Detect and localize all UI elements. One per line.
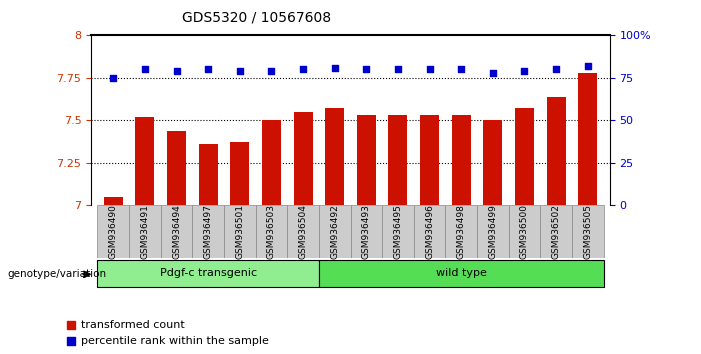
Text: GSM936497: GSM936497 (204, 204, 212, 259)
Text: GSM936492: GSM936492 (330, 205, 339, 259)
Point (582, 63, 593, 69)
Text: GSM936490: GSM936490 (109, 204, 118, 259)
Text: GSM936503: GSM936503 (267, 204, 276, 259)
Bar (287, 205, 319, 258)
Bar (262, 120, 281, 205)
Point (297, 67, 308, 72)
Bar (294, 112, 313, 205)
Bar (451, 115, 470, 205)
Text: GSM936500: GSM936500 (520, 204, 529, 259)
Bar (388, 115, 407, 205)
Bar (547, 97, 566, 205)
Text: GSM936501: GSM936501 (236, 204, 244, 259)
Text: GSM936504: GSM936504 (299, 204, 308, 259)
Legend: transformed count, percentile rank within the sample: transformed count, percentile rank withi… (62, 315, 273, 350)
Text: GSM936499: GSM936499 (489, 204, 497, 259)
Bar (515, 108, 534, 205)
Text: GDS5320 / 10567608: GDS5320 / 10567608 (182, 11, 332, 25)
Point (456, 67, 467, 72)
Text: GSM936494: GSM936494 (172, 205, 181, 259)
Text: GSM936505: GSM936505 (583, 204, 592, 259)
Bar (129, 205, 161, 258)
Text: GSM936502: GSM936502 (552, 204, 561, 259)
Bar (325, 108, 344, 205)
Bar (540, 205, 572, 258)
Bar (135, 117, 154, 205)
Bar (104, 197, 123, 205)
Bar (192, 205, 224, 258)
Point (266, 68, 277, 74)
Bar (578, 73, 597, 205)
Point (234, 68, 245, 74)
Bar (382, 205, 414, 258)
Bar (97, 205, 129, 258)
Point (393, 67, 404, 72)
Text: GSM936496: GSM936496 (425, 204, 434, 259)
Point (361, 67, 372, 72)
Point (171, 68, 182, 74)
Point (329, 65, 340, 70)
Text: GSM936498: GSM936498 (457, 204, 465, 259)
Bar (572, 205, 604, 258)
Bar (414, 205, 445, 258)
Text: GSM936493: GSM936493 (362, 204, 371, 259)
Text: Pdgf-c transgenic: Pdgf-c transgenic (160, 268, 257, 279)
Point (203, 67, 214, 72)
Point (424, 67, 435, 72)
Point (550, 67, 562, 72)
Bar (477, 205, 509, 258)
FancyBboxPatch shape (319, 260, 604, 287)
Text: wild type: wild type (436, 268, 486, 279)
Text: GSM936495: GSM936495 (393, 204, 402, 259)
Bar (198, 144, 217, 205)
Point (139, 67, 151, 72)
Bar (167, 131, 186, 205)
Bar (224, 205, 256, 258)
Bar (231, 142, 250, 205)
Bar (256, 205, 287, 258)
Point (487, 70, 498, 76)
Bar (420, 115, 439, 205)
Point (108, 75, 119, 81)
FancyBboxPatch shape (97, 260, 319, 287)
Bar (319, 205, 350, 258)
Bar (161, 205, 192, 258)
Bar (445, 205, 477, 258)
Bar (484, 120, 503, 205)
Bar (350, 205, 382, 258)
Point (519, 68, 530, 74)
Text: GSM936491: GSM936491 (140, 204, 149, 259)
Bar (509, 205, 540, 258)
Bar (357, 115, 376, 205)
Text: genotype/variation: genotype/variation (7, 269, 106, 279)
